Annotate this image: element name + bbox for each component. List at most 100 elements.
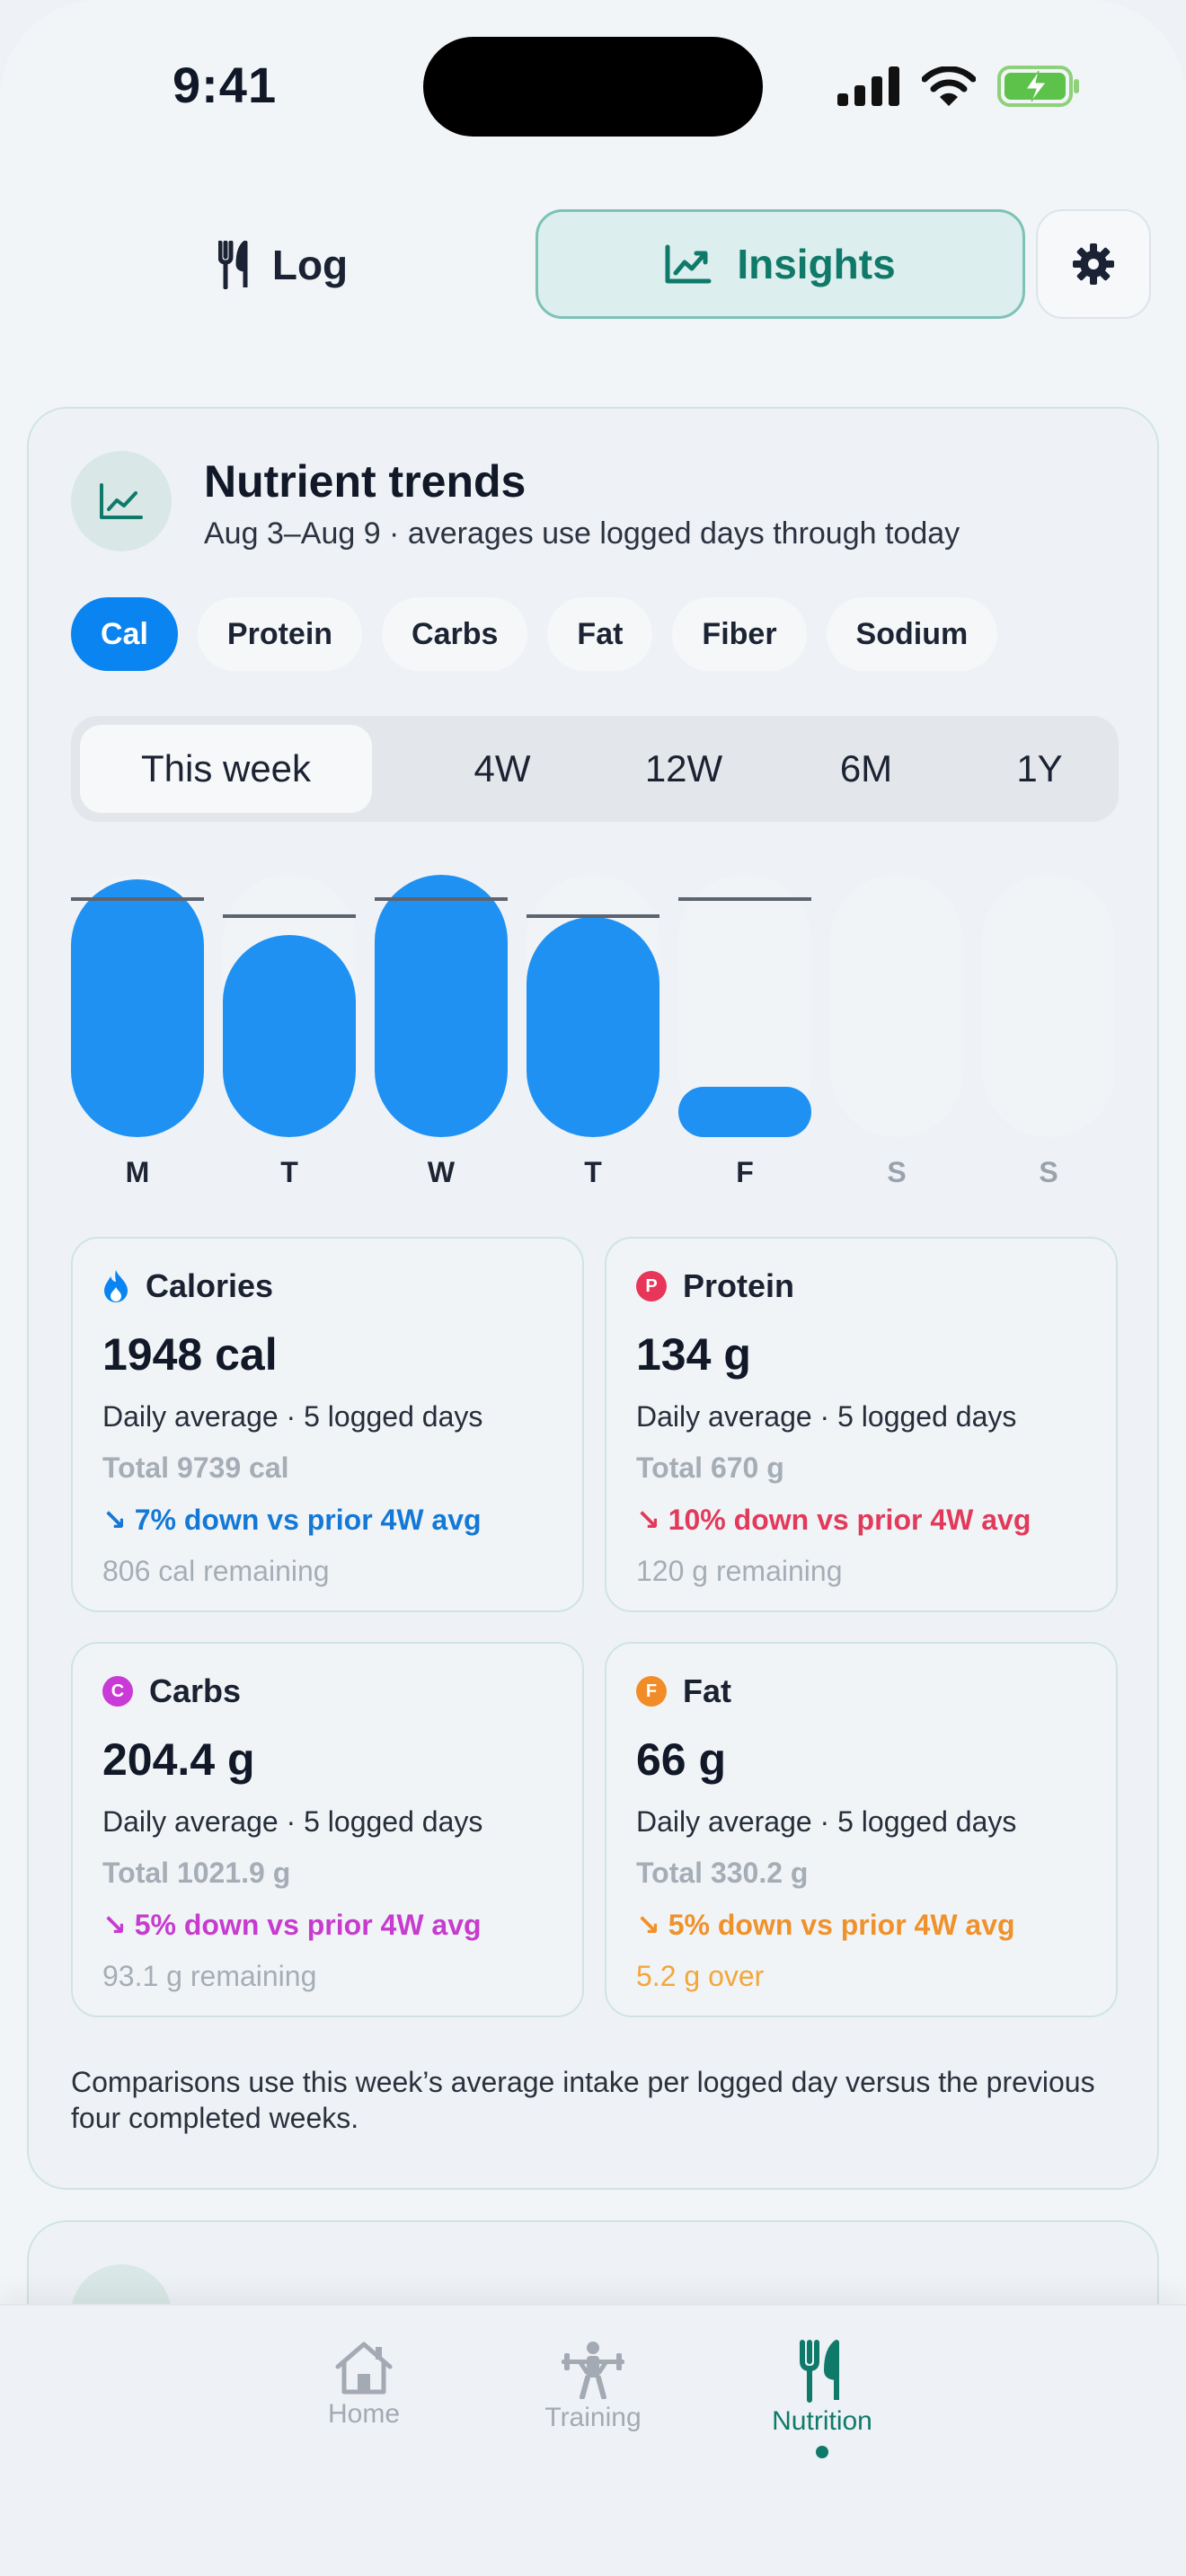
- card-title: Nutrient trends: [204, 456, 527, 507]
- calorie-bar[interactable]: [375, 874, 508, 1137]
- trend-chart-icon: [100, 483, 143, 519]
- comparison-note: Comparisons use this week’s average inta…: [71, 2066, 1095, 2134]
- active-tab-indicator: [816, 2446, 828, 2458]
- tab-home[interactable]: Home: [274, 2340, 454, 2430]
- stat-name: Fat: [683, 1672, 731, 1709]
- bar-track: [982, 874, 1115, 1137]
- fork-knife-icon: [800, 2340, 839, 2403]
- stat-card-protein[interactable]: P Protein 134 g Daily average · 5 logged…: [605, 1237, 1118, 1612]
- stat-name: Calories: [146, 1267, 274, 1304]
- day-label: M: [125, 1156, 150, 1188]
- stat-total: Total 9739 cal: [102, 1451, 289, 1484]
- range-1y[interactable]: 1Y: [1016, 747, 1063, 790]
- day-label: W: [427, 1156, 456, 1188]
- calorie-bar[interactable]: [527, 917, 659, 1137]
- stat-remaining: 93.1 g remaining: [102, 1960, 317, 1992]
- flame-icon: [104, 1270, 128, 1302]
- log-label: Log: [271, 242, 349, 288]
- card-subtitle: Aug 3–Aug 9 · averages use logged days t…: [204, 516, 960, 551]
- trend-chart-icon: [665, 244, 712, 284]
- stat-card-fat[interactable]: F Fat 66 g Daily average · 5 logged days…: [605, 1642, 1118, 2017]
- tab-nutrition[interactable]: Nutrition: [732, 2340, 912, 2458]
- fat-badge-icon: F: [636, 1676, 667, 1707]
- calorie-bar[interactable]: [71, 879, 204, 1137]
- day-label: S: [1039, 1156, 1058, 1188]
- nutrient-trends-card: Nutrient trends Aug 3–Aug 9 · averages u…: [27, 407, 1159, 2190]
- stat-value: 66 g: [636, 1734, 727, 1785]
- stat-average: Daily average · 5 logged days: [636, 1805, 1017, 1838]
- stat-head: C Carbs: [102, 1672, 241, 1710]
- goal-line: [223, 914, 356, 919]
- dynamic-island: [423, 37, 763, 137]
- tab-label: Nutrition: [772, 2406, 872, 2436]
- calorie-bar[interactable]: [223, 934, 356, 1137]
- range-this-week[interactable]: This week: [80, 725, 372, 813]
- gear-icon: [1073, 243, 1114, 285]
- weightlifter-icon: [562, 2342, 624, 2399]
- stat-remaining: 120 g remaining: [636, 1555, 843, 1587]
- stat-average: Daily average · 5 logged days: [102, 1805, 483, 1838]
- day-label: T: [584, 1156, 602, 1188]
- stat-remaining: 806 cal remaining: [102, 1555, 330, 1587]
- chip-sodium[interactable]: Sodium: [826, 597, 998, 671]
- fork-knife-icon: [217, 241, 248, 289]
- day-label: S: [887, 1156, 907, 1188]
- stat-total: Total 670 g: [636, 1451, 784, 1484]
- goal-line: [527, 914, 659, 919]
- signal-icon: [837, 66, 899, 106]
- settings-button[interactable]: [1036, 209, 1151, 319]
- range-12w[interactable]: 12W: [644, 747, 723, 790]
- insights-tab-button[interactable]: Insights: [535, 209, 1025, 319]
- nutrient-chips: Cal Protein Carbs Fat Fiber Sodium: [71, 597, 998, 671]
- range-4w[interactable]: 4W: [474, 747, 531, 790]
- stat-value: 204.4 g: [102, 1734, 255, 1785]
- chip-cal[interactable]: Cal: [71, 597, 178, 671]
- stat-trend: ↘ 10% down vs prior 4W avg: [636, 1504, 1031, 1536]
- status-icons: [837, 61, 1080, 111]
- status-time: 9:41: [173, 57, 278, 113]
- stat-head: Calories: [102, 1267, 273, 1305]
- card-icon: [71, 451, 172, 551]
- chip-carbs[interactable]: Carbs: [382, 597, 528, 671]
- calorie-bar[interactable]: [678, 1087, 811, 1137]
- stat-name: Protein: [683, 1267, 795, 1304]
- stat-value: 1948 cal: [102, 1329, 278, 1380]
- log-tab-button[interactable]: Log: [180, 225, 386, 305]
- stat-total: Total 1021.9 g: [102, 1857, 291, 1889]
- protein-badge-icon: P: [636, 1271, 667, 1301]
- wifi-icon: [922, 66, 976, 106]
- stat-trend: ↘ 5% down vs prior 4W avg: [636, 1909, 1015, 1941]
- range-6m[interactable]: 6M: [839, 747, 893, 790]
- goal-line: [375, 896, 508, 901]
- stat-head: F Fat: [636, 1672, 731, 1710]
- stat-card-carbs[interactable]: C Carbs 204.4 g Daily average · 5 logged…: [71, 1642, 584, 2017]
- stat-average: Daily average · 5 logged days: [102, 1400, 483, 1433]
- stat-total: Total 330.2 g: [636, 1857, 809, 1889]
- bottom-tab-bar: Home Training Nutrition: [0, 2304, 1186, 2576]
- stat-remaining: 5.2 g over: [636, 1960, 765, 1992]
- tab-label: Home: [327, 2399, 401, 2429]
- stat-trend: ↘ 5% down vs prior 4W avg: [102, 1909, 482, 1941]
- day-label: T: [280, 1156, 298, 1188]
- chip-fat[interactable]: Fat: [547, 597, 653, 671]
- goal-line: [71, 896, 204, 901]
- stat-head: P Protein: [636, 1267, 794, 1305]
- stat-name: Carbs: [149, 1672, 242, 1709]
- range-segmented-control: This week 4W 12W 6M 1Y: [71, 716, 1119, 822]
- chip-protein[interactable]: Protein: [197, 597, 363, 671]
- stat-card-calories[interactable]: Calories 1948 cal Daily average · 5 logg…: [71, 1237, 584, 1612]
- stat-average: Daily average · 5 logged days: [636, 1400, 1017, 1433]
- tab-label: Training: [544, 2403, 642, 2432]
- bar-track: [830, 874, 963, 1137]
- stat-value: 134 g: [636, 1329, 751, 1380]
- carbs-badge-icon: C: [102, 1676, 133, 1707]
- tab-training[interactable]: Training: [503, 2340, 683, 2433]
- goal-line: [678, 896, 811, 901]
- day-label: F: [736, 1156, 754, 1188]
- chip-fiber[interactable]: Fiber: [672, 597, 807, 671]
- insights-label: Insights: [737, 241, 896, 287]
- battery-charging-icon: [997, 66, 1079, 107]
- home-icon: [335, 2342, 393, 2395]
